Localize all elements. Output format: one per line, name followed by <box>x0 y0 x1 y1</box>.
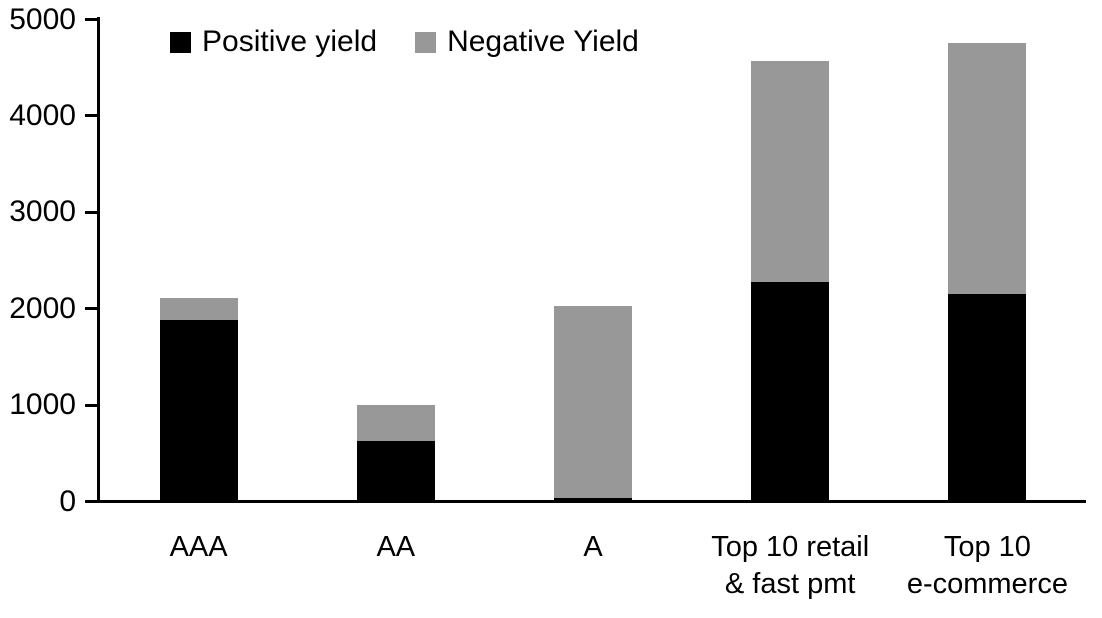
legend-item: Negative Yield <box>415 26 639 58</box>
y-tick-mark <box>85 210 97 214</box>
y-tick-mark <box>85 18 97 21</box>
y-tick-mark <box>85 114 97 118</box>
legend-label: Negative Yield <box>447 25 639 58</box>
x-axis-label: AAA <box>169 531 228 563</box>
y-tick-label: 1000 <box>9 388 76 422</box>
legend-label: Positive yield <box>202 25 378 58</box>
legend-swatch-icon <box>415 31 437 53</box>
y-tick-label: 5000 <box>9 2 76 36</box>
bar-segment-negative-yield <box>751 60 830 282</box>
y-axis-line <box>97 17 100 503</box>
bar-segment-negative-yield <box>159 298 238 321</box>
x-axis-label: Top 10 retail & fast pmt <box>711 531 870 600</box>
bar-segment-positive-yield <box>159 320 238 502</box>
y-tick-mark <box>85 403 97 407</box>
y-tick-label: 4000 <box>9 98 76 132</box>
y-tick-label: 3000 <box>9 195 76 229</box>
legend: Positive yield Negative Yield <box>170 26 639 58</box>
y-tick-label: 2000 <box>9 291 76 325</box>
y-tick-label: 0 <box>59 484 76 518</box>
x-axis-label: A <box>583 531 603 563</box>
bar-segment-negative-yield <box>356 405 435 442</box>
bar-segment-negative-yield <box>948 42 1027 295</box>
x-axis-label: Top 10 e-commerce <box>906 531 1068 600</box>
y-tick-mark <box>85 500 97 503</box>
bar-segment-negative-yield <box>554 305 632 498</box>
x-axis-label: AA <box>376 531 416 563</box>
legend-swatch-icon <box>170 31 191 53</box>
x-axis-line <box>86 500 1086 503</box>
bar-segment-positive-yield <box>948 294 1027 502</box>
bar-segment-positive-yield <box>751 281 830 502</box>
bar-segment-positive-yield <box>554 497 632 502</box>
bar-segment-positive-yield <box>356 441 435 502</box>
y-tick-mark <box>85 307 97 311</box>
legend-item: Positive yield <box>170 26 377 58</box>
